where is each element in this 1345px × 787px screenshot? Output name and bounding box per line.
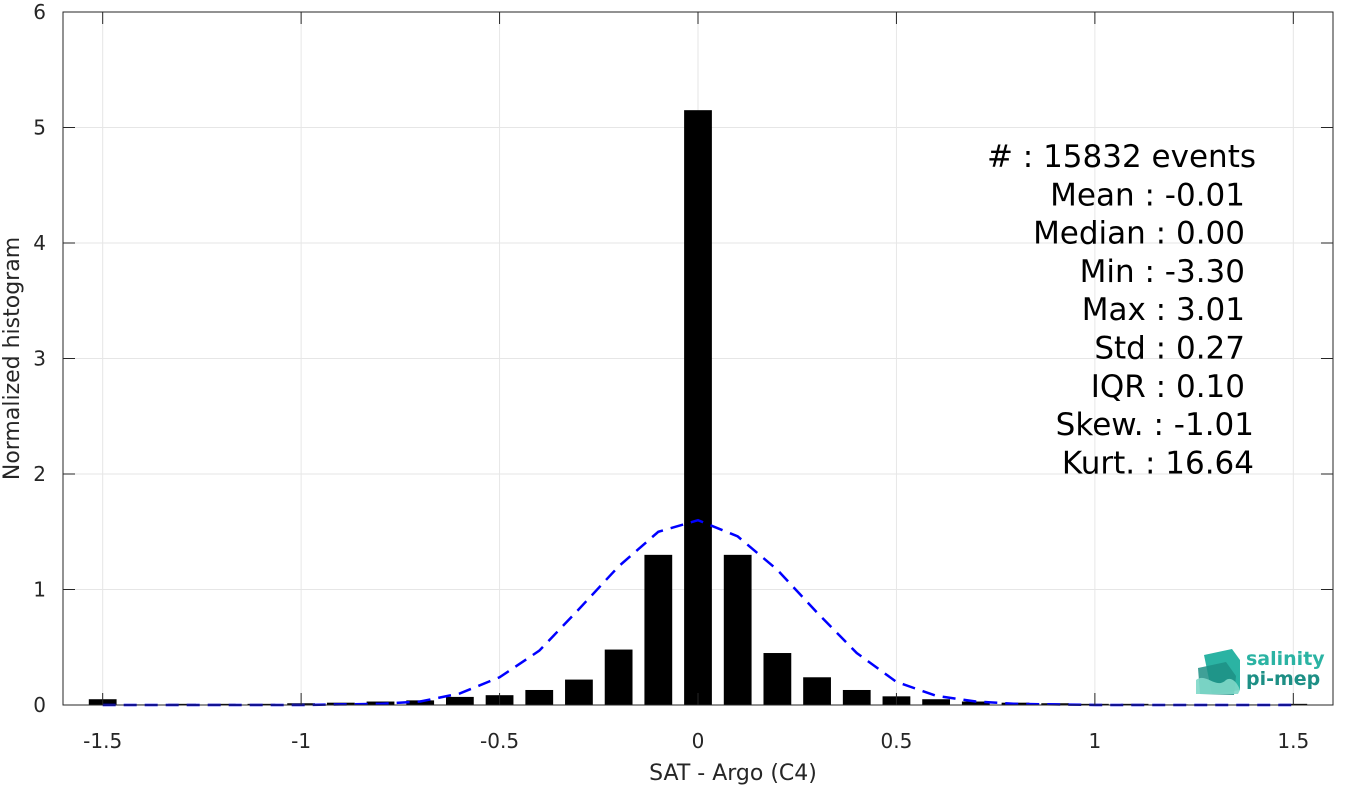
histogram-bar — [445, 696, 474, 705]
x-tick-label: -0.5 — [480, 729, 519, 753]
histogram-bar — [684, 110, 712, 706]
y-axis-title: Normalized histogram — [0, 237, 25, 480]
stat-line: # : 15832 events — [987, 139, 1256, 175]
histogram-bar — [961, 701, 990, 705]
stat-line: Std : 0.27 — [1094, 331, 1245, 367]
y-tick-labels: 0 1 2 3 4 5 6 — [33, 0, 46, 717]
y-tick-label: 1 — [33, 578, 46, 602]
histogram-bar — [842, 689, 871, 705]
stat-line: IQR : 0.10 — [1091, 369, 1245, 405]
stat-line: Skew. : -1.01 — [1056, 407, 1254, 443]
histogram-bar — [803, 677, 831, 705]
logo-mark-icon — [1196, 649, 1240, 695]
x-tick-label: 0.5 — [881, 729, 913, 753]
x-tick-label: -1 — [291, 729, 311, 753]
x-tick-label: 0 — [692, 729, 705, 753]
stat-line: Min : -3.30 — [1080, 254, 1245, 290]
axis-ticks — [63, 11, 1333, 706]
stat-line: Median : 0.00 — [1033, 216, 1245, 252]
y-tick-label: 3 — [33, 347, 46, 371]
y-tick-label: 2 — [33, 462, 46, 486]
histogram-bar — [604, 649, 633, 705]
x-axis-title: SAT - Argo (C4) — [649, 761, 817, 786]
y-tick-label: 4 — [33, 231, 46, 255]
stat-line: Mean : -0.01 — [1050, 177, 1245, 213]
y-tick-label: 6 — [33, 0, 46, 24]
x-tick-label: 1.5 — [1277, 729, 1309, 753]
histogram-bar — [922, 699, 951, 705]
x-tick-labels: -1.5 -1 -0.5 0 0.5 1 1.5 — [83, 729, 1309, 753]
logo-line2: pi-mep — [1246, 668, 1320, 690]
stat-line: Max : 3.01 — [1082, 292, 1245, 328]
x-tick-label: 1 — [1089, 729, 1102, 753]
histogram-bar — [644, 554, 673, 705]
histogram-bar — [525, 689, 554, 705]
histogram-bar — [168, 703, 196, 705]
histogram-bar — [207, 703, 236, 705]
salinity-pi-mep-logo: salinity pi-mep — [1196, 648, 1325, 695]
x-tick-label: -1.5 — [83, 729, 122, 753]
histogram-bar — [565, 679, 593, 705]
logo-line1: salinity — [1246, 648, 1325, 670]
y-tick-label: 0 — [33, 693, 46, 717]
histogram-bar — [763, 653, 792, 705]
histogram-bar — [723, 554, 752, 705]
stat-line: Kurt. : 16.64 — [1062, 445, 1254, 481]
y-tick-label: 5 — [33, 116, 46, 140]
